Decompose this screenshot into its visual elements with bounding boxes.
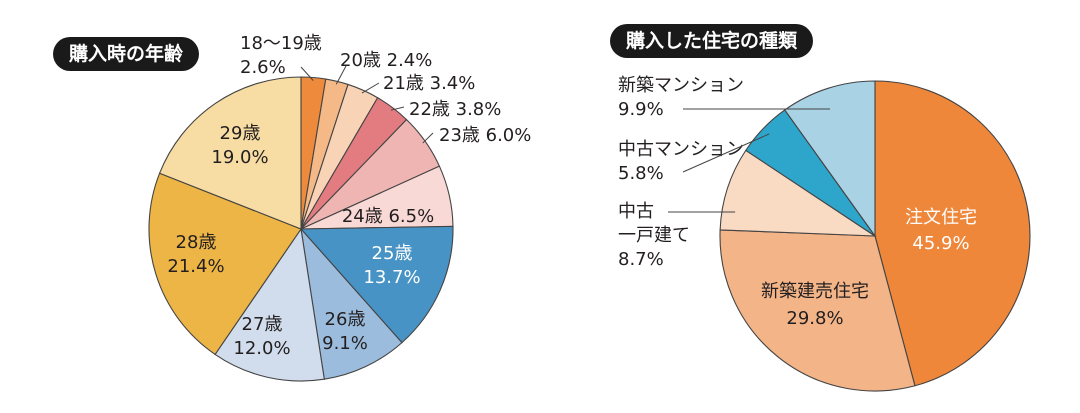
age-label-7: 26歳 — [325, 309, 366, 330]
age-value-10: 19.0% — [211, 147, 268, 168]
type-value-0: 45.9% — [912, 233, 969, 254]
age-label-2: 21歳 3.4% — [383, 73, 475, 94]
age-label-8: 27歳 — [242, 314, 283, 335]
age-slice-7 — [300, 227, 403, 380]
age-slice-6 — [299, 225, 454, 344]
type-slice-2 — [719, 149, 877, 237]
age-leader-1 — [335, 65, 347, 85]
age-slice-9 — [148, 172, 302, 356]
age-slice-8 — [214, 227, 325, 382]
type-label-0: 注文住宅 — [905, 207, 977, 228]
type-label-4: 新築マンション — [618, 75, 744, 96]
age-label-1: 20歳 2.4% — [340, 50, 432, 71]
type-value-4: 9.9% — [618, 99, 664, 120]
type-leader-3 — [682, 133, 770, 173]
age-label-3: 22歳 3.8% — [409, 99, 501, 120]
age-chart-title: 購入時の年齢 — [53, 37, 200, 71]
type-slice-4 — [783, 80, 876, 238]
age-pie — [148, 76, 454, 382]
age-value-0: 2.6% — [240, 57, 286, 78]
age-label-4: 23歳 6.0% — [439, 125, 531, 146]
age-value-8: 12.0% — [233, 338, 290, 359]
type-slice-0 — [874, 80, 1031, 387]
age-label-6: 25歳 — [372, 243, 413, 264]
age-label-10: 29歳 — [220, 123, 261, 144]
age-leader-3 — [390, 106, 405, 111]
house-type-pie-labels: 注文住宅 45.9% 新築建売住宅 29.8% 新築マンション 9.9% 中古マンション 5.… — [618, 75, 977, 329]
type-value-1: 29.8% — [786, 308, 843, 329]
type-label-1: 新築建売住宅 — [761, 281, 869, 302]
age-label-5: 24歳 6.5% — [342, 206, 434, 227]
age-value-9: 21.4% — [167, 256, 224, 277]
type-value-3: 5.8% — [618, 163, 664, 184]
age-slice-10 — [158, 76, 302, 230]
type-label-3: 中古マンション — [618, 139, 744, 160]
house-type-pie — [719, 80, 1031, 392]
type-label-2b: 一戸建て — [618, 225, 690, 246]
type-label-2: 中古 — [618, 201, 654, 222]
type-chart-title: 購入した住宅の種類 — [610, 24, 814, 58]
age-leader-0 — [300, 66, 314, 81]
age-pie-labels: 18〜19歳 2.6% 20歳 2.4%21歳 3.4% 22歳 3.8% 23歳 6.… — [167, 33, 531, 359]
type-value-2: 8.7% — [618, 249, 664, 270]
age-label-9: 28歳 — [176, 232, 217, 253]
age-leader-2 — [361, 82, 380, 94]
age-label-0: 18〜19歳 — [240, 33, 322, 54]
age-value-6: 13.7% — [363, 267, 420, 288]
age-value-7: 9.1% — [322, 333, 368, 354]
age-leader-4 — [422, 132, 434, 144]
type-slice-1 — [719, 229, 916, 392]
